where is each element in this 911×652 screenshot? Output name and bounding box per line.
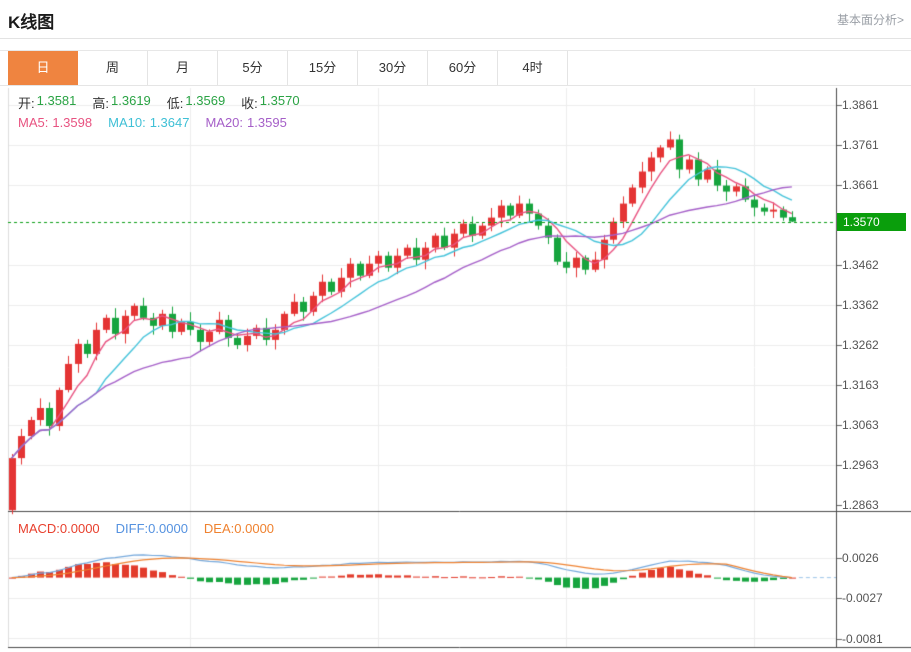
price-axis-label: 1.3462 [842, 258, 879, 272]
price-axis-label: 1.3861 [842, 98, 879, 112]
low-value: 1.3569 [185, 93, 226, 108]
macd-value: 0.0000 [59, 521, 100, 536]
macd-label: MACD: [18, 521, 60, 536]
ma5-value: 1.3598 [52, 115, 93, 130]
ma20-value: 1.3595 [247, 115, 287, 130]
price-axis-label: 1.3761 [842, 138, 879, 152]
current-price-tag: 1.3570 [837, 213, 906, 231]
low-label: 低: [166, 96, 184, 111]
dea-label: DEA: [203, 521, 235, 536]
price-axis-label: 1.3063 [842, 418, 879, 432]
open-label: 开: [18, 96, 35, 111]
price-axis-label: 1.2863 [842, 498, 879, 512]
ma5-label: MA5: [18, 115, 49, 130]
ma-info: MA5: 1.3598 MA10: 1.3647 MA20: 1.3595 [18, 115, 303, 130]
close-label: 收: [241, 96, 258, 111]
diff-value: 0.0000 [148, 521, 188, 536]
dea-value: 0.0000 [234, 521, 275, 536]
macd-axis-label: 0.0026 [842, 551, 879, 565]
high-label: 高: [92, 96, 110, 111]
price-axis-label: 1.2963 [842, 458, 879, 472]
macd-axis-label: -0.0027 [842, 591, 883, 605]
price-axis-label: 1.3163 [842, 378, 879, 392]
ma20-label: MA20: [205, 115, 244, 130]
ma10-value: 1.3647 [149, 115, 190, 130]
ohlc-info: 开: 1.3581 高: 1.3619 低: 1.3569 收: 1.3570 [18, 93, 316, 112]
macd-info: MACD: 0.0000 DIFF: 0.0000 DEA: 0.0000 [18, 521, 290, 536]
macd-axis-label: -0.0081 [842, 632, 883, 646]
ma10-label: MA10: [108, 115, 146, 130]
price-axis-label: 1.3262 [842, 338, 879, 352]
high-value: 1.3619 [111, 93, 151, 108]
price-axis-label: 1.3362 [842, 298, 879, 312]
price-axis-label: 1.3661 [842, 178, 879, 192]
close-value: 1.3570 [259, 93, 300, 108]
diff-label: DIFF: [115, 521, 149, 536]
open-value: 1.3581 [36, 93, 77, 108]
